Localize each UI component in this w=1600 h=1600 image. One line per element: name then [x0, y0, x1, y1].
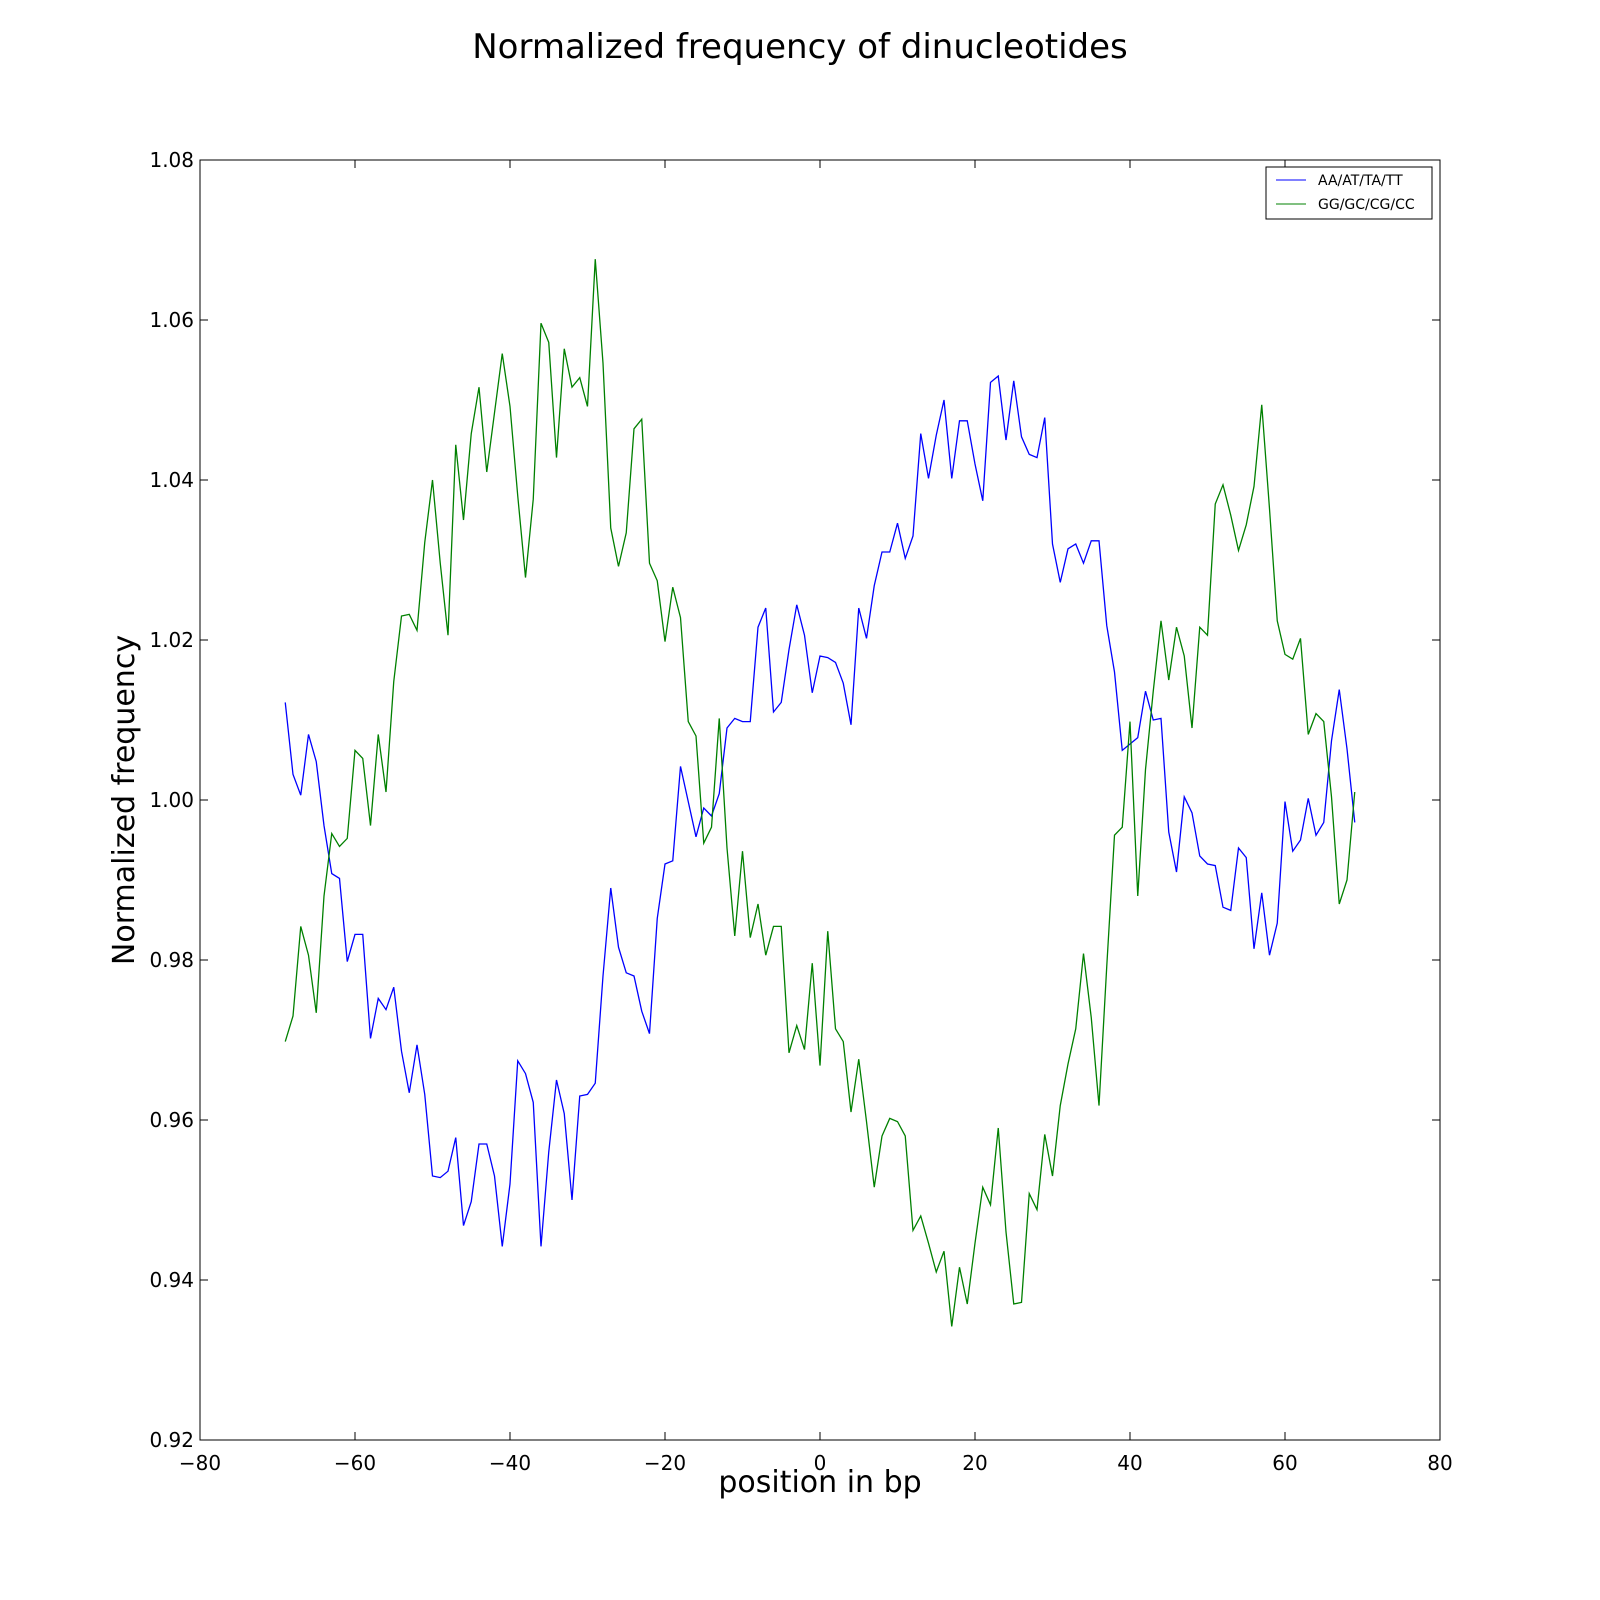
y-tick-label: 0.98 [149, 948, 194, 972]
series-layer [284, 259, 1356, 1327]
legend: AA/AT/TA/TT GG/GC/CG/CC [1265, 166, 1433, 220]
x-tick-label: 80 [1427, 1451, 1452, 1475]
tick-layer: −80 −60 −40 −20 0 20 40 60 80 0.92 0.94 0.96 0.98 1.0… [149, 148, 1452, 1475]
y-tick-label: 1.06 [149, 308, 194, 332]
y-axis-title: Normalized frequency [107, 635, 142, 965]
series-line-aa-at-ta-tt [284, 374, 1356, 1247]
x-tick-label: −60 [334, 1451, 376, 1475]
y-tick-label: 1.00 [149, 788, 194, 812]
y-tick-label: 1.04 [149, 468, 194, 492]
x-tick-label: −80 [179, 1451, 221, 1475]
chart-title: Normalized frequency of dinucleotides [472, 27, 1128, 67]
x-tick-label: 20 [962, 1451, 987, 1475]
x-tick-label: −40 [489, 1451, 531, 1475]
y-tick-label: 0.94 [149, 1268, 194, 1292]
x-tick-label: −20 [644, 1451, 686, 1475]
x-tick-label: 0 [814, 1451, 827, 1475]
legend-label-gg-gc-cg-cc: GG/GC/CG/CC [1318, 197, 1415, 213]
y-tick-label: 1.08 [149, 148, 194, 172]
legend-box [1265, 166, 1433, 220]
y-tick-label: 1.02 [149, 628, 194, 652]
plot-area-frame [199, 159, 1441, 1441]
y-tick-label: 0.96 [149, 1108, 194, 1132]
series-line-gg-gc-cg-cc [284, 259, 1356, 1327]
x-axis-title: position in bp [718, 1465, 921, 1500]
x-tick-label: 60 [1272, 1451, 1297, 1475]
legend-label-aa-at-ta-tt: AA/AT/TA/TT [1318, 173, 1403, 189]
y-tick-label: 0.92 [149, 1428, 194, 1452]
x-tick-label: 40 [1117, 1451, 1142, 1475]
